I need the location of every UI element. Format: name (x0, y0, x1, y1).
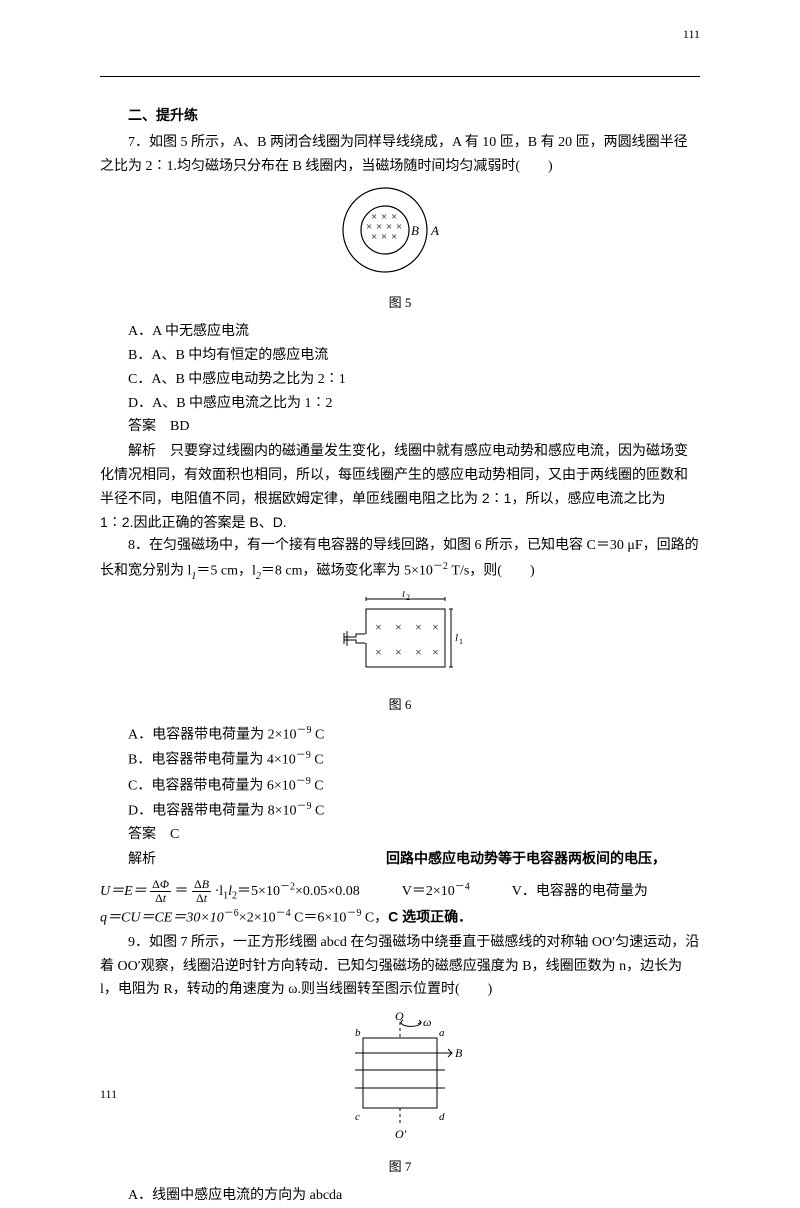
svg-text:l: l (402, 591, 405, 600)
svg-text:c: c (355, 1111, 360, 1123)
header-rule (100, 76, 700, 77)
q7-optB: B．A、B 中均有恒定的感应电流 (100, 344, 700, 368)
q8-answer: 答案 C (100, 823, 700, 847)
svg-text:×: × (371, 231, 377, 243)
svg-text:B: B (411, 223, 419, 238)
q7-optD: D．A、B 中感应电流之比为 1∶2 (100, 392, 700, 416)
figure-5: B A ××× ×××× ××× 图 5 (100, 184, 700, 314)
svg-text:×: × (395, 620, 402, 634)
q9-optA: A．线圈中感应电流的方向为 abcda (100, 1184, 700, 1208)
q8-ana-line1: 解析回路中感应电动势等于电容器两板间的电压， (100, 847, 700, 872)
figure-7: O ω B b a c d O′ 图 7 (100, 1008, 700, 1178)
q7-optC: C．A、B 中感应电动势之比为 2∶1 (100, 368, 700, 392)
fig7-caption: 图 7 (100, 1156, 700, 1178)
svg-text:O: O (395, 1009, 404, 1023)
svg-text:×: × (391, 231, 397, 243)
svg-text:×: × (395, 645, 402, 659)
svg-text:×: × (432, 620, 439, 634)
svg-text:ω: ω (423, 1015, 431, 1029)
svg-text:B: B (455, 1046, 463, 1060)
svg-text:d: d (439, 1111, 445, 1123)
svg-text:a: a (439, 1027, 445, 1039)
q9-text: 9．如图 7 所示，一正方形线圈 abcd 在匀强磁场中绕垂直于磁感线的对称轴 … (100, 931, 700, 1002)
svg-text:×: × (375, 620, 382, 634)
svg-text:×: × (375, 645, 382, 659)
svg-text:×: × (432, 645, 439, 659)
q8-optD: D．电容器带电荷量为 8×10－9 C (100, 798, 700, 823)
q7-answer: 答案 BD (100, 415, 700, 439)
q7-analysis: 解析 只要穿过线圈内的磁通量发生变化，线圈中就有感应电动势和感应电流，因为磁场变… (100, 439, 700, 534)
q8-text: 8．在匀强磁场中，有一个接有电容器的导线回路，如图 6 所示，已知电容 C＝30… (100, 534, 700, 584)
svg-text:l: l (455, 632, 458, 644)
svg-text:A: A (430, 223, 439, 238)
q8-optA: A．电容器带电荷量为 2×10－9 C (100, 722, 700, 747)
page-number-bottom: 111 (100, 1084, 117, 1104)
q8-optB: B．电容器带电荷量为 4×10－9 C (100, 747, 700, 772)
svg-text:×: × (415, 620, 422, 634)
fig6-caption: 图 6 (100, 694, 700, 716)
q7-optA: A．A 中无感应电流 (100, 320, 700, 344)
svg-text:×: × (415, 645, 422, 659)
page-number-top: 111 (683, 24, 700, 44)
svg-text:×: × (381, 231, 387, 243)
fig5-caption: 图 5 (100, 292, 700, 314)
svg-text:2: 2 (406, 593, 410, 602)
q8-eq-line2: q＝CU＝CE＝30×10－6×2×10－4 C＝6×10－9 C，C 选项正确… (100, 905, 700, 930)
svg-text:b: b (355, 1027, 361, 1039)
figure-6: l 2 × × × × × × × × l 1 图 6 (100, 591, 700, 716)
q8-eq-line1: U＝E＝ ΔΦΔt ＝ ΔBΔt ·l1l2＝5×10－2×0.05×0.08 … (100, 878, 700, 905)
svg-text:1: 1 (459, 637, 463, 646)
section-title: 二、提升练 (100, 105, 700, 129)
q7-text: 7．如图 5 所示，A、B 两闭合线圈为同样导线绕成，A 有 10 匝，B 有 … (100, 131, 700, 179)
svg-text:O′: O′ (395, 1127, 407, 1141)
q8-optC: C．电容器带电荷量为 6×10－9 C (100, 773, 700, 798)
